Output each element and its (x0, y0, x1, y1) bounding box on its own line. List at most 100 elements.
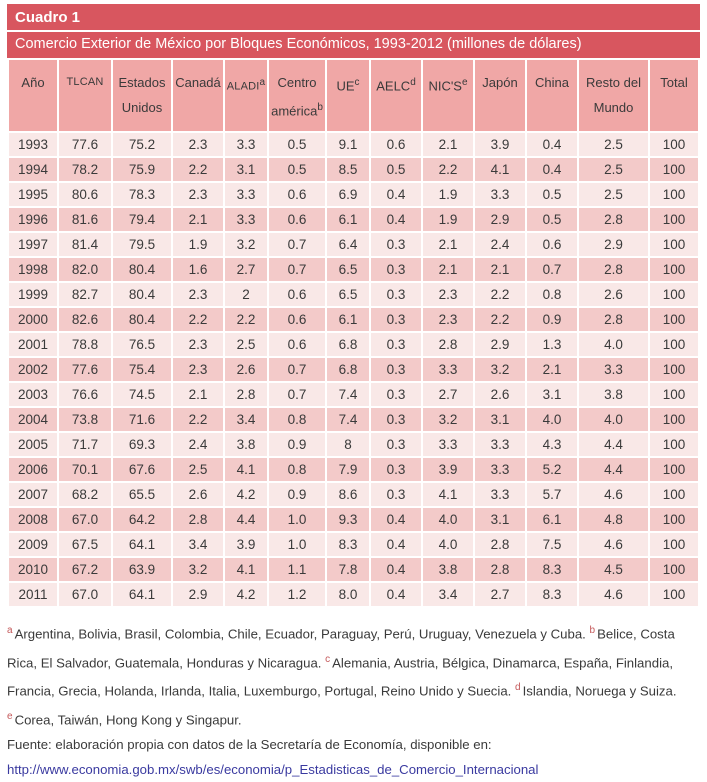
value-cell: 2.1 (423, 258, 473, 282)
value-cell: 2.8 (579, 208, 648, 232)
value-cell: 8.6 (327, 483, 369, 507)
year-cell: 2009 (9, 533, 57, 557)
value-cell: 78.3 (113, 183, 171, 207)
value-cell: 4.1 (423, 483, 473, 507)
value-cell: 2.4 (475, 233, 525, 257)
value-cell: 2.3 (173, 183, 223, 207)
value-cell: 2.2 (173, 308, 223, 332)
value-cell: 81.6 (59, 208, 111, 232)
value-cell: 67.6 (113, 458, 171, 482)
value-cell: 4.3 (527, 433, 577, 457)
value-cell: 4.0 (527, 408, 577, 432)
source-note: Fuente: elaboración propia con datos de … (7, 736, 492, 752)
value-cell: 3.3 (475, 458, 525, 482)
value-cell: 1.0 (269, 533, 325, 557)
value-cell: 6.8 (327, 358, 369, 382)
value-cell: 2.8 (423, 333, 473, 357)
value-cell: 3.1 (475, 408, 525, 432)
year-cell: 2007 (9, 483, 57, 507)
table-row: 1997 81.4 79.5 1.9 3.2 0.7 6.4 0.3 2.1 2.4 0.6 2.9 1… (9, 233, 698, 257)
table-caption: Cuadro 1 (7, 4, 700, 30)
value-cell: 2.9 (579, 233, 648, 257)
value-cell: 0.5 (527, 183, 577, 207)
value-cell: 0.7 (269, 358, 325, 382)
value-cell: 3.3 (475, 433, 525, 457)
value-cell: 0.4 (371, 533, 421, 557)
value-cell: 8 (327, 433, 369, 457)
value-cell: 2.9 (475, 208, 525, 232)
value-cell: 4.4 (579, 433, 648, 457)
value-cell: 4.4 (579, 458, 648, 482)
value-cell: 77.6 (59, 133, 111, 157)
col-header-nics: NIC'Se (423, 60, 473, 132)
value-cell: 0.3 (371, 233, 421, 257)
value-cell: 100 (650, 183, 698, 207)
table-row: 2000 82.6 80.4 2.2 2.2 0.6 6.1 0.3 2.3 2.2 0.9 2.8 1… (9, 308, 698, 332)
value-cell: 100 (650, 208, 698, 232)
value-cell: 2.5 (579, 183, 648, 207)
value-cell: 70.1 (59, 458, 111, 482)
col-header-tlcan: TLCAN (59, 60, 111, 132)
value-cell: 80.4 (113, 283, 171, 307)
value-cell: 2.6 (475, 383, 525, 407)
value-cell: 3.3 (579, 358, 648, 382)
footnotes: a Argentina, Bolivia, Brasil, Colombia, C… (7, 608, 700, 782)
value-cell: 1.2 (269, 583, 325, 607)
value-cell: 0.4 (371, 208, 421, 232)
value-cell: 0.5 (371, 158, 421, 182)
value-cell: 100 (650, 158, 698, 182)
year-cell: 2005 (9, 433, 57, 457)
value-cell: 5.7 (527, 483, 577, 507)
table-row: 1994 78.2 75.9 2.2 3.1 0.5 8.5 0.5 2.2 4.1 0.4 2.5 1… (9, 158, 698, 182)
value-cell: 67.2 (59, 558, 111, 582)
year-cell: 1994 (9, 158, 57, 182)
value-cell: 71.7 (59, 433, 111, 457)
col-header-china: China (527, 60, 577, 132)
value-cell: 0.5 (527, 208, 577, 232)
value-cell: 64.2 (113, 508, 171, 532)
value-cell: 77.6 (59, 358, 111, 382)
value-cell: 100 (650, 533, 698, 557)
year-cell: 1997 (9, 233, 57, 257)
value-cell: 0.3 (371, 383, 421, 407)
value-cell: 0.3 (371, 458, 421, 482)
value-cell: 0.7 (527, 258, 577, 282)
value-cell: 82.6 (59, 308, 111, 332)
value-cell: 75.4 (113, 358, 171, 382)
table-row: 2004 73.8 71.6 2.2 3.4 0.8 7.4 0.3 3.2 3.1 4.0 4.0 1… (9, 408, 698, 432)
value-cell: 1.0 (269, 508, 325, 532)
value-cell: 3.3 (225, 208, 267, 232)
value-cell: 1.1 (269, 558, 325, 582)
value-cell: 2.1 (423, 133, 473, 157)
value-cell: 4.0 (423, 508, 473, 532)
trade-blocks-table: Año TLCAN Estados Unidos Canadá ALADIa C… (7, 58, 700, 608)
value-cell: 100 (650, 508, 698, 532)
value-cell: 6.8 (327, 333, 369, 357)
value-cell: 1.6 (173, 258, 223, 282)
year-cell: 1993 (9, 133, 57, 157)
value-cell: 7.4 (327, 408, 369, 432)
footnote-text-d: Islandia, Noruega y Suiza. (522, 683, 677, 699)
value-cell: 1.3 (527, 333, 577, 357)
value-cell: 0.6 (371, 133, 421, 157)
source-link[interactable]: http://www.economia.gob.mx/swb/es/econom… (7, 761, 539, 777)
footnote-text-e: Corea, Taiwán, Hong Kong y Singapur. (14, 711, 242, 727)
table-row: 2010 67.2 63.9 3.2 4.1 1.1 7.8 0.4 3.8 2.8 8.3 4.5 1… (9, 558, 698, 582)
value-cell: 2.8 (475, 533, 525, 557)
value-cell: 0.4 (371, 558, 421, 582)
value-cell: 80.4 (113, 258, 171, 282)
value-cell: 3.2 (225, 233, 267, 257)
value-cell: 2.8 (225, 383, 267, 407)
value-cell: 4.0 (579, 408, 648, 432)
value-cell: 9.3 (327, 508, 369, 532)
value-cell: 0.3 (371, 408, 421, 432)
value-cell: 100 (650, 283, 698, 307)
value-cell: 0.6 (269, 308, 325, 332)
value-cell: 4.0 (579, 333, 648, 357)
value-cell: 3.3 (225, 183, 267, 207)
value-cell: 4.0 (423, 533, 473, 557)
value-cell: 2.6 (225, 358, 267, 382)
value-cell: 79.5 (113, 233, 171, 257)
value-cell: 75.2 (113, 133, 171, 157)
value-cell: 4.1 (225, 458, 267, 482)
